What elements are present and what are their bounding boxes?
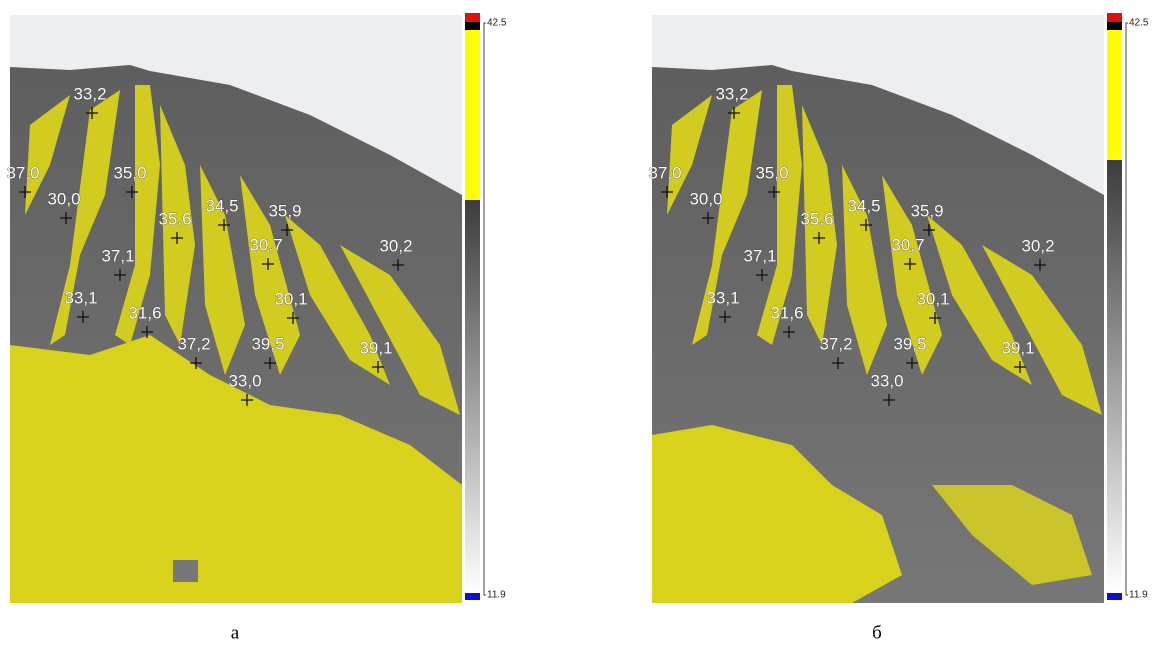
scale-max: 42.5 bbox=[1129, 18, 1149, 29]
temp-label: 30,2 bbox=[379, 236, 412, 255]
temp-label: 31,6 bbox=[770, 303, 803, 322]
scale-blue bbox=[465, 593, 480, 600]
scale-bracket bbox=[1126, 23, 1128, 595]
temp-label: 39,5 bbox=[893, 334, 926, 353]
temp-label: 31,6 bbox=[128, 303, 161, 322]
scale-red bbox=[1107, 13, 1122, 22]
panel-caption: а bbox=[231, 622, 240, 643]
temp-label: 35,9 bbox=[268, 201, 301, 220]
temp-label: 37,2 bbox=[819, 334, 852, 353]
temp-label: 39,1 bbox=[1001, 338, 1034, 357]
temp-label: 35,6 bbox=[800, 209, 833, 228]
temp-label: 37,0 bbox=[6, 163, 39, 182]
panel-caption: б bbox=[872, 622, 882, 643]
temp-label: 34,5 bbox=[205, 196, 238, 215]
temp-label: 30,7 bbox=[249, 235, 282, 254]
figure: 42.5 11.9 33,2 37,0 30,0 35,0 35,6 34,5 35,9 30,7… bbox=[0, 0, 1164, 647]
temp-label: 30,0 bbox=[47, 189, 80, 208]
temp-label: 39,5 bbox=[251, 334, 284, 353]
scale-black bbox=[1107, 22, 1122, 30]
temp-label: 30,1 bbox=[916, 289, 949, 308]
scale-yellow bbox=[465, 30, 480, 200]
temp-label: 33,2 bbox=[73, 84, 106, 103]
scale-max: 42.5 bbox=[487, 18, 507, 29]
scale-gray bbox=[1107, 160, 1122, 593]
temp-label: 35,0 bbox=[755, 163, 788, 182]
temp-label: 37,0 bbox=[648, 163, 681, 182]
temp-label: 30,7 bbox=[891, 235, 924, 254]
temp-label: 30,0 bbox=[689, 189, 722, 208]
scale-min: 11.9 bbox=[1129, 590, 1148, 601]
thermal-panel: 42.5 11.9 33,2 37,0 30,0 35,0 35,6 34,5 35,9 30,7… bbox=[648, 13, 1148, 603]
scale-gray bbox=[465, 200, 480, 593]
scale-yellow bbox=[1107, 30, 1122, 160]
temp-label: 37,1 bbox=[101, 246, 134, 265]
temp-label: 37,2 bbox=[177, 334, 210, 353]
scale-red bbox=[465, 13, 480, 22]
scale-min: 11.9 bbox=[487, 590, 506, 601]
temp-label: 35,9 bbox=[910, 201, 943, 220]
thermal-panel: 42.5 11.9 33,2 37,0 30,0 35,0 35,6 34,5 35,9 30,7… bbox=[6, 13, 506, 603]
temp-label: 30,2 bbox=[1021, 236, 1054, 255]
scale-blue bbox=[1107, 593, 1122, 600]
cold-spot bbox=[173, 560, 198, 582]
temp-label: 33,1 bbox=[706, 288, 739, 307]
scale-black bbox=[465, 22, 480, 30]
temp-label: 33,1 bbox=[64, 288, 97, 307]
temp-label: 35,6 bbox=[158, 209, 191, 228]
scale-bracket bbox=[484, 23, 486, 595]
temp-label: 34,5 bbox=[847, 196, 880, 215]
temp-label: 35,0 bbox=[113, 163, 146, 182]
temp-label: 37,1 bbox=[743, 246, 776, 265]
temp-label: 39,1 bbox=[359, 338, 392, 357]
temp-label: 33,0 bbox=[228, 371, 261, 390]
temp-label: 33,0 bbox=[870, 371, 903, 390]
temp-label: 33,2 bbox=[715, 84, 748, 103]
temp-label: 30,1 bbox=[274, 289, 307, 308]
